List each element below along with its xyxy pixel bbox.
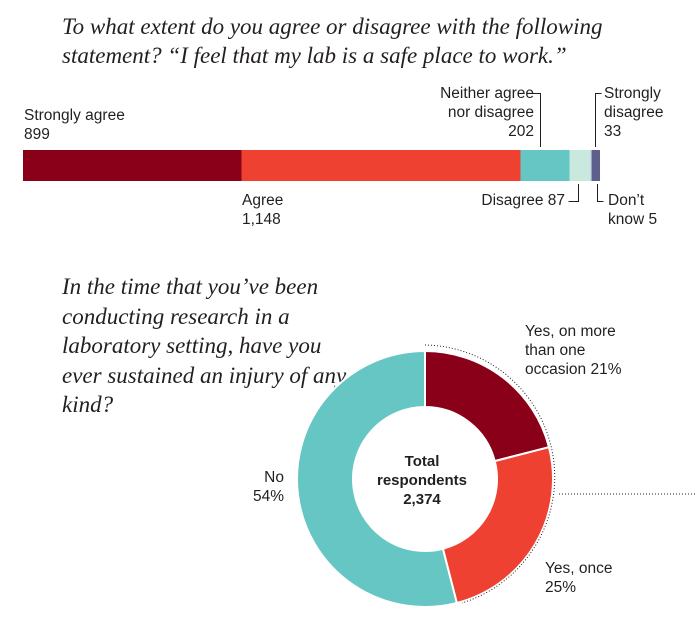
- strongly-disagree-label: Strongly disagree 33: [604, 84, 663, 141]
- bar-agree: [241, 150, 521, 181]
- neither-leader: [530, 93, 541, 147]
- bar-strongly-disagree: [591, 150, 600, 181]
- disagree-label: Disagree 87: [481, 192, 565, 209]
- neither-label-line1: Neither agree: [440, 85, 534, 102]
- yes-more-line1: Yes, on more: [525, 323, 616, 340]
- agree-value: 1,148: [242, 211, 281, 228]
- strongly-agree-label-text: Strongly agree: [24, 107, 125, 124]
- neither-value: 202: [508, 123, 534, 140]
- bar-strongly-agree: [23, 150, 242, 181]
- center-total: 2,374: [403, 491, 441, 508]
- strongly-agree-value: 899: [24, 126, 50, 143]
- slice-yes-more-than-once: [424, 349, 551, 463]
- yes-more-label: Yes, on more than one occasion 21%: [525, 322, 622, 379]
- donut-chart: [296, 349, 554, 608]
- question-1-title: To what extent do you agree or disagree …: [62, 14, 603, 68]
- agree-label-text: Agree: [242, 192, 284, 209]
- strongly-disagree-label-line1: Strongly: [604, 85, 661, 102]
- yes-once-line2: 25%: [545, 579, 577, 596]
- neither-label-line2: nor disagree: [447, 104, 534, 121]
- bar-neither: [520, 150, 570, 181]
- no-label: No 54%: [253, 468, 284, 506]
- agree-label: Agree 1,148: [242, 191, 283, 229]
- donut-dotted-guides: [424, 344, 697, 604]
- question-2-title: In the time that you’ve been conducting …: [62, 274, 347, 417]
- yes-dotted-arc: [424, 344, 556, 604]
- yes-more-line3: occasion 21%: [525, 361, 622, 378]
- center-line1: Total: [404, 453, 440, 470]
- no-line2: 54%: [252, 488, 284, 505]
- strongly-disagree-value: 33: [604, 123, 622, 140]
- bar-dont-know: [590, 150, 592, 181]
- dont-know-label-line2: know 5: [608, 211, 658, 228]
- no-line1: No: [264, 469, 284, 486]
- slice-yes-once: [441, 445, 554, 605]
- bar-leader-lines: [530, 93, 604, 202]
- strongly-disagree-label-line2: disagree: [604, 104, 664, 121]
- donut-center-label: Total respondents 2,374: [342, 452, 502, 509]
- bar-disagree: [569, 150, 591, 181]
- yes-once-line1: Yes, once: [545, 560, 613, 577]
- dont-know-label: Don’t know 5: [608, 191, 657, 229]
- strongly-disagree-leader: [595, 93, 602, 147]
- dont-know-label-line1: Don’t: [608, 192, 645, 209]
- stacked-bar-chart: [23, 150, 600, 181]
- center-line2: respondents: [376, 472, 467, 489]
- dont-know-leader: [597, 184, 604, 202]
- slice-no: [296, 349, 459, 608]
- disagree-leader: [568, 184, 579, 202]
- neither-label: Neither agree nor disagree 202: [440, 84, 534, 141]
- yes-once-label: Yes, once 25%: [545, 559, 613, 597]
- strongly-agree-label: Strongly agree 899: [24, 106, 125, 144]
- yes-more-line2: than one: [525, 342, 586, 359]
